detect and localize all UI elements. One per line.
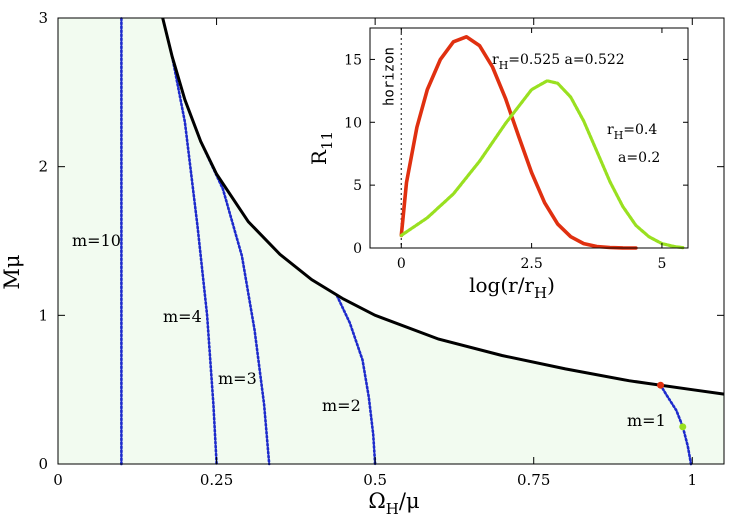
region-shade <box>58 18 724 464</box>
label-m10: m=10 <box>72 231 121 250</box>
label-m3: m=3 <box>218 369 257 388</box>
inset-y-tick-label: 5 <box>353 178 362 194</box>
mode-curve-m=4 <box>170 55 218 466</box>
mode-curves <box>120 16 693 466</box>
legend-green-line2: a=0.2 <box>618 150 660 166</box>
inset-y-label: R11 <box>307 131 336 165</box>
y-tick-label: 2 <box>38 158 48 176</box>
y-tick-label: 0 <box>38 455 48 473</box>
plot-frame <box>57 17 725 465</box>
label-m1: m=1 <box>627 411 666 430</box>
x-tick-label: 0.25 <box>200 471 233 489</box>
label-m4: m=4 <box>163 307 202 326</box>
y-axis-label: Mμ <box>0 254 24 289</box>
inset-y-tick-label: 10 <box>344 115 362 131</box>
inset-x-label: log(r/rH) <box>469 273 555 302</box>
inset-x-tick-label: 2.5 <box>520 256 542 272</box>
label-m2: m=2 <box>322 396 361 415</box>
mode-curve-m=3 <box>199 140 271 466</box>
inset-x-tick-label: 0 <box>397 256 406 272</box>
legend-red: rH=0.525 a=0.522 <box>492 52 625 72</box>
marked-points <box>657 381 687 431</box>
x-tick-label: 0.5 <box>363 471 387 489</box>
red-point <box>657 381 665 389</box>
mode-curve-m=1 <box>659 383 693 466</box>
x-tick-label: 0 <box>53 471 63 489</box>
envelope-curve <box>161 17 725 396</box>
inset-series <box>399 35 685 250</box>
inset-y-tick-label: 0 <box>353 241 362 257</box>
legend-green-line1: rH=0.4 <box>607 122 657 142</box>
x-tick-label: 1 <box>688 471 698 489</box>
y-tick-label: 3 <box>38 9 48 27</box>
x-tick-label: 0.75 <box>517 471 550 489</box>
inset-series-green <box>399 79 685 250</box>
inset-ticks: 0 2.5 5 0 5 10 15 <box>344 28 688 272</box>
inset-background <box>370 28 688 248</box>
y-tick-label: 1 <box>38 306 48 324</box>
inset-y-tick-label: 15 <box>344 52 362 68</box>
inset-x-tick-label: 5 <box>657 256 666 272</box>
horizon-label: horizon <box>381 47 397 106</box>
x-axis-label: ΩH/μ <box>368 489 419 518</box>
green-point <box>679 423 687 431</box>
mode-curve-m=2 <box>335 294 377 466</box>
inset-plot: horizon 0 2.5 5 0 5 10 15 rH=0.525 a=0.522 rH=… <box>307 27 689 302</box>
inset-frame <box>369 27 689 249</box>
